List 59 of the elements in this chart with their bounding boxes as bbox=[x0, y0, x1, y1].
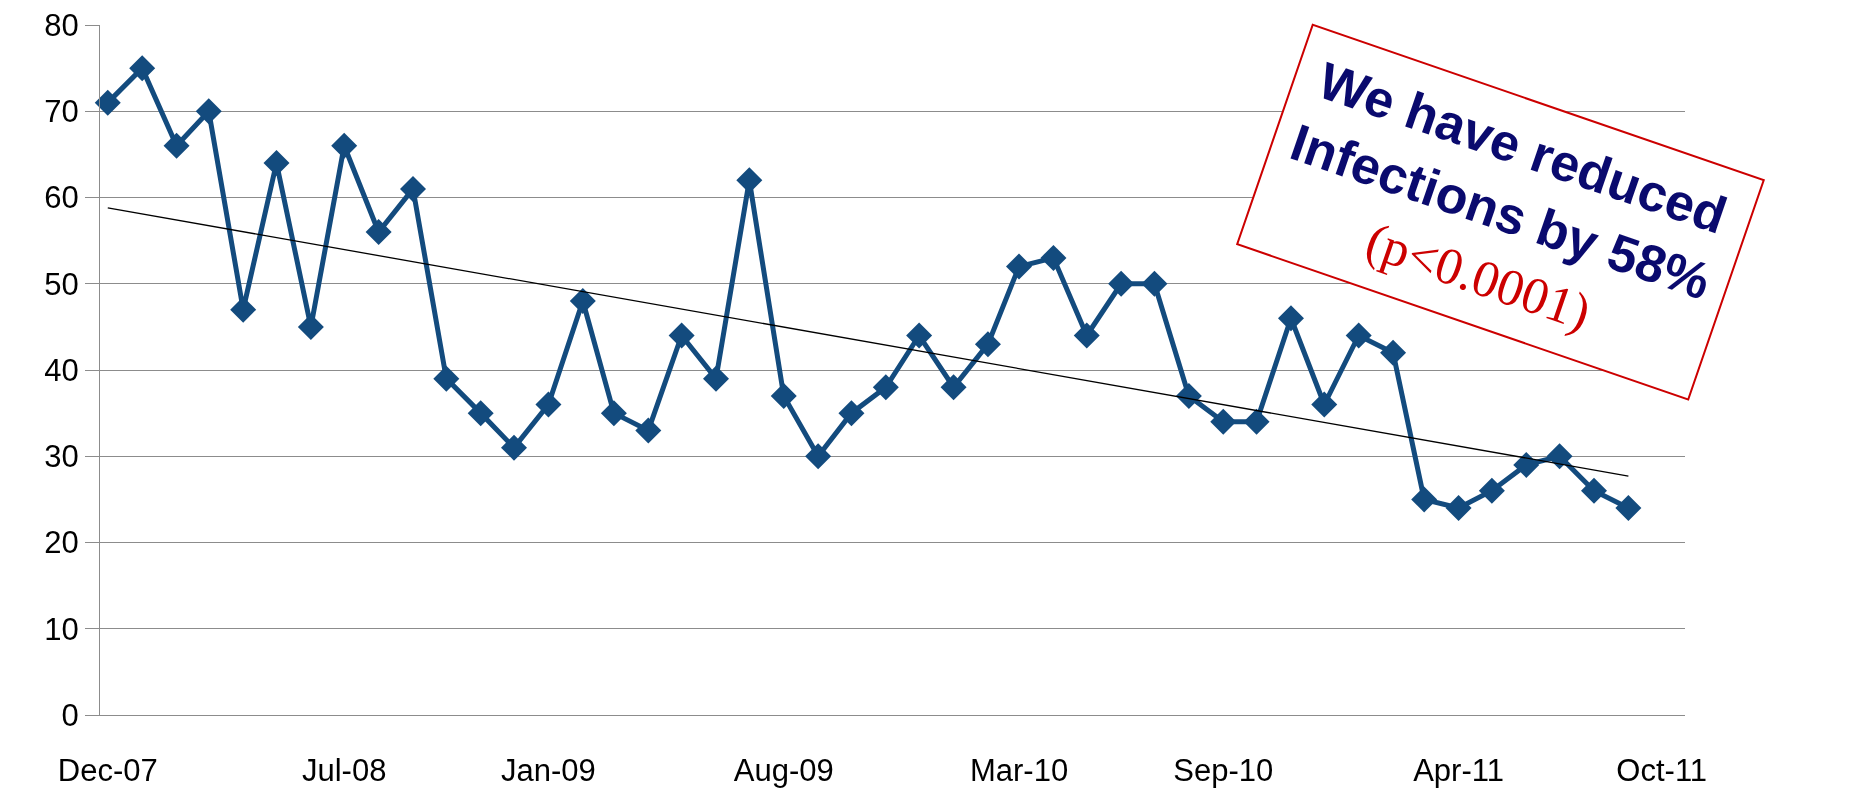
point bbox=[1478, 477, 1505, 504]
point bbox=[1040, 244, 1067, 271]
point bbox=[635, 417, 662, 444]
point bbox=[1243, 408, 1270, 435]
point bbox=[569, 288, 596, 314]
point bbox=[535, 391, 562, 418]
point bbox=[1175, 382, 1202, 409]
point bbox=[940, 374, 967, 401]
point bbox=[94, 89, 121, 116]
point bbox=[668, 322, 695, 349]
point bbox=[1411, 486, 1438, 513]
y-tick-label: 50 bbox=[44, 266, 79, 302]
x-tick-label: Sep-10 bbox=[1173, 753, 1274, 789]
point bbox=[1141, 270, 1168, 297]
y-tick-label: 30 bbox=[44, 439, 79, 475]
point bbox=[600, 400, 627, 427]
point bbox=[263, 150, 290, 176]
y-tick-label: 10 bbox=[44, 611, 79, 647]
y-tick-label: 20 bbox=[44, 525, 79, 561]
point bbox=[1580, 477, 1607, 504]
x-tick-label: Apr-11 bbox=[1413, 753, 1504, 789]
y-tick-label: 0 bbox=[61, 697, 79, 733]
x-tick-label: Jul-08 bbox=[301, 753, 387, 789]
point bbox=[467, 400, 494, 427]
y-tick-label: 60 bbox=[44, 180, 79, 216]
point bbox=[1546, 443, 1573, 470]
point bbox=[1380, 339, 1407, 366]
point bbox=[974, 331, 1001, 358]
point bbox=[906, 322, 933, 349]
point bbox=[1210, 408, 1237, 435]
x-tick-label: Aug-09 bbox=[733, 753, 834, 789]
y-tick-label: 40 bbox=[44, 352, 79, 388]
point bbox=[129, 55, 156, 82]
point bbox=[1073, 322, 1100, 349]
x-tick-label: Dec-07 bbox=[57, 753, 158, 789]
point bbox=[1277, 305, 1304, 332]
x-tick-label: Mar-10 bbox=[969, 753, 1069, 789]
x-tick-label: Jan-09 bbox=[501, 753, 596, 789]
point bbox=[805, 443, 832, 470]
point bbox=[501, 434, 528, 461]
point bbox=[433, 365, 460, 392]
point bbox=[1311, 391, 1338, 418]
point bbox=[365, 219, 392, 245]
y-tick-label: 80 bbox=[44, 7, 79, 43]
y-tick-label: 70 bbox=[44, 94, 79, 130]
point bbox=[872, 374, 899, 401]
point bbox=[1006, 253, 1033, 280]
point bbox=[703, 365, 730, 392]
point bbox=[1513, 451, 1540, 478]
point bbox=[163, 132, 190, 159]
point bbox=[1108, 270, 1135, 297]
point bbox=[838, 400, 865, 427]
point bbox=[1445, 495, 1472, 521]
point bbox=[331, 132, 358, 159]
point bbox=[770, 382, 797, 409]
point bbox=[195, 98, 222, 125]
point bbox=[400, 175, 426, 202]
point bbox=[1615, 495, 1642, 521]
x-tick-label: Oct-11 bbox=[1616, 753, 1708, 789]
